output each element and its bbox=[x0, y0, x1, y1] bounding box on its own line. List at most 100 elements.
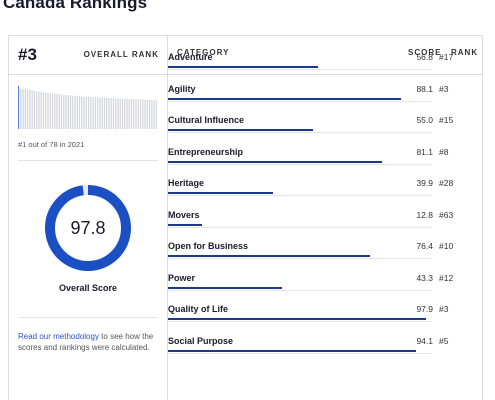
category-score: 43.3 bbox=[416, 272, 433, 283]
sparkline-bar bbox=[140, 99, 141, 129]
sparkline-bar bbox=[141, 99, 143, 129]
score-bar-track bbox=[168, 192, 432, 195]
category-name: Power bbox=[168, 272, 196, 283]
sparkline-bar bbox=[138, 99, 140, 129]
row-divider bbox=[168, 132, 432, 133]
sparkline-bar bbox=[145, 99, 147, 129]
score-bar-fill bbox=[168, 66, 318, 68]
score-bar-fill bbox=[168, 349, 417, 352]
table-row: Adventure 56.8 #17 bbox=[168, 39, 468, 70]
category-name: Adventure bbox=[168, 52, 213, 62]
sparkline-bar bbox=[122, 98, 123, 129]
score-bar-fill bbox=[168, 160, 383, 163]
sparkline-bar bbox=[41, 92, 43, 129]
sparkline-bar bbox=[50, 93, 52, 129]
sparkline-bar bbox=[82, 96, 84, 129]
overall-score-donut bbox=[45, 185, 131, 271]
category-rank: #12 bbox=[439, 272, 454, 283]
category-score: 81.1 bbox=[416, 146, 433, 157]
rankings-card: #3 OVERALL RANK #1 out of 78 in 2021 97.… bbox=[8, 35, 483, 400]
sparkline-bar bbox=[109, 98, 111, 129]
overall-rank-header: #3 OVERALL RANK bbox=[9, 36, 167, 75]
category-name: Movers bbox=[168, 209, 200, 220]
category-name: Social Purpose bbox=[168, 335, 234, 346]
score-bar-track bbox=[168, 160, 432, 164]
score-bar-track bbox=[168, 318, 432, 321]
rank-history-sparkline bbox=[18, 86, 158, 129]
sparkline-bar bbox=[68, 95, 70, 129]
sparkline-bar bbox=[28, 89, 30, 129]
category-score: 55.0 bbox=[416, 115, 433, 125]
score-bar-track bbox=[168, 97, 432, 101]
score-bar-fill bbox=[168, 286, 283, 289]
category-score: 56.8 bbox=[416, 52, 433, 62]
sparkline-bar bbox=[66, 95, 68, 129]
sparkline-bar bbox=[89, 96, 91, 129]
row-divider bbox=[168, 100, 432, 102]
table-row: Open for Business 76.4 #10 bbox=[168, 228, 468, 259]
table-row: Cultural Influence 55.0 #15 bbox=[168, 102, 468, 133]
category-rank: #8 bbox=[439, 146, 449, 157]
category-rank: #5 bbox=[439, 335, 449, 346]
overall-rank-label: OVERALL RANK bbox=[83, 50, 159, 59]
overall-score-label: Overall Score bbox=[58, 283, 118, 293]
score-bar-track bbox=[168, 129, 432, 132]
sparkline-bar bbox=[93, 97, 95, 129]
methodology-link[interactable]: Read our methodology bbox=[18, 332, 99, 341]
sparkline-bar bbox=[80, 96, 82, 129]
category-name: Agility bbox=[168, 83, 196, 94]
sparkline-bar bbox=[61, 94, 62, 129]
sparkline-bar bbox=[111, 98, 113, 129]
category-name: Entrepreneurship bbox=[168, 146, 244, 157]
category-rank: #10 bbox=[439, 241, 454, 251]
row-divider bbox=[168, 289, 432, 291]
category-name: Open for Business bbox=[168, 241, 249, 251]
row-divider bbox=[168, 163, 432, 165]
score-bar-fill bbox=[168, 318, 427, 320]
category-score: 94.1 bbox=[416, 335, 433, 346]
category-score: 88.1 bbox=[416, 83, 433, 94]
table-row: Agility 88.1 #3 bbox=[168, 71, 468, 102]
overall-panel: #3 OVERALL RANK #1 out of 78 in 2021 97.… bbox=[9, 36, 168, 400]
rank-history-caption: #1 out of 78 in 2021 bbox=[18, 140, 85, 149]
category-rank: #3 bbox=[439, 304, 449, 314]
sparkline-bar bbox=[37, 91, 39, 129]
row-divider bbox=[168, 258, 432, 259]
sparkline-bar bbox=[136, 99, 138, 129]
sparkline-bar bbox=[52, 93, 53, 129]
sparkline-bar bbox=[134, 99, 136, 129]
score-bar-track bbox=[168, 223, 432, 227]
table-row: Entrepreneurship 81.1 #8 bbox=[168, 134, 468, 165]
sparkline-bar bbox=[25, 89, 26, 129]
sparkline-bar bbox=[95, 97, 96, 129]
category-score: 39.9 bbox=[416, 178, 433, 188]
table-row: Heritage 39.9 #28 bbox=[168, 165, 468, 196]
sparkline-bar bbox=[96, 97, 98, 129]
sparkline-bar bbox=[102, 97, 104, 129]
sparkline-bar bbox=[150, 99, 152, 129]
score-bar-track bbox=[168, 286, 432, 290]
divider bbox=[18, 317, 158, 318]
sparkline-bar bbox=[79, 96, 80, 129]
score-bar-track bbox=[168, 66, 432, 69]
overall-score-value: 97.8 bbox=[70, 218, 106, 238]
category-score: 12.8 bbox=[416, 209, 433, 220]
sparkline-bar bbox=[132, 98, 134, 129]
category-name: Cultural Influence bbox=[168, 115, 245, 125]
sparkline-bar bbox=[26, 89, 28, 129]
sparkline-bar bbox=[107, 98, 109, 129]
category-name: Quality of Life bbox=[168, 304, 229, 314]
category-column-header: CATEGORY bbox=[177, 48, 230, 57]
sparkline-bar bbox=[19, 88, 21, 129]
sparkline-bar bbox=[84, 96, 86, 129]
sparkline-bar bbox=[44, 92, 46, 129]
row-divider bbox=[168, 195, 432, 196]
sparkline-bar bbox=[32, 90, 34, 129]
sparkline-bar bbox=[88, 96, 89, 129]
sparkline-bar bbox=[105, 98, 107, 129]
sparkline-bar bbox=[23, 89, 25, 129]
category-rank: #3 bbox=[439, 83, 449, 94]
sparkline-bar bbox=[118, 98, 120, 129]
sparkline-bar bbox=[46, 92, 48, 129]
sparkline-bar bbox=[48, 92, 50, 129]
